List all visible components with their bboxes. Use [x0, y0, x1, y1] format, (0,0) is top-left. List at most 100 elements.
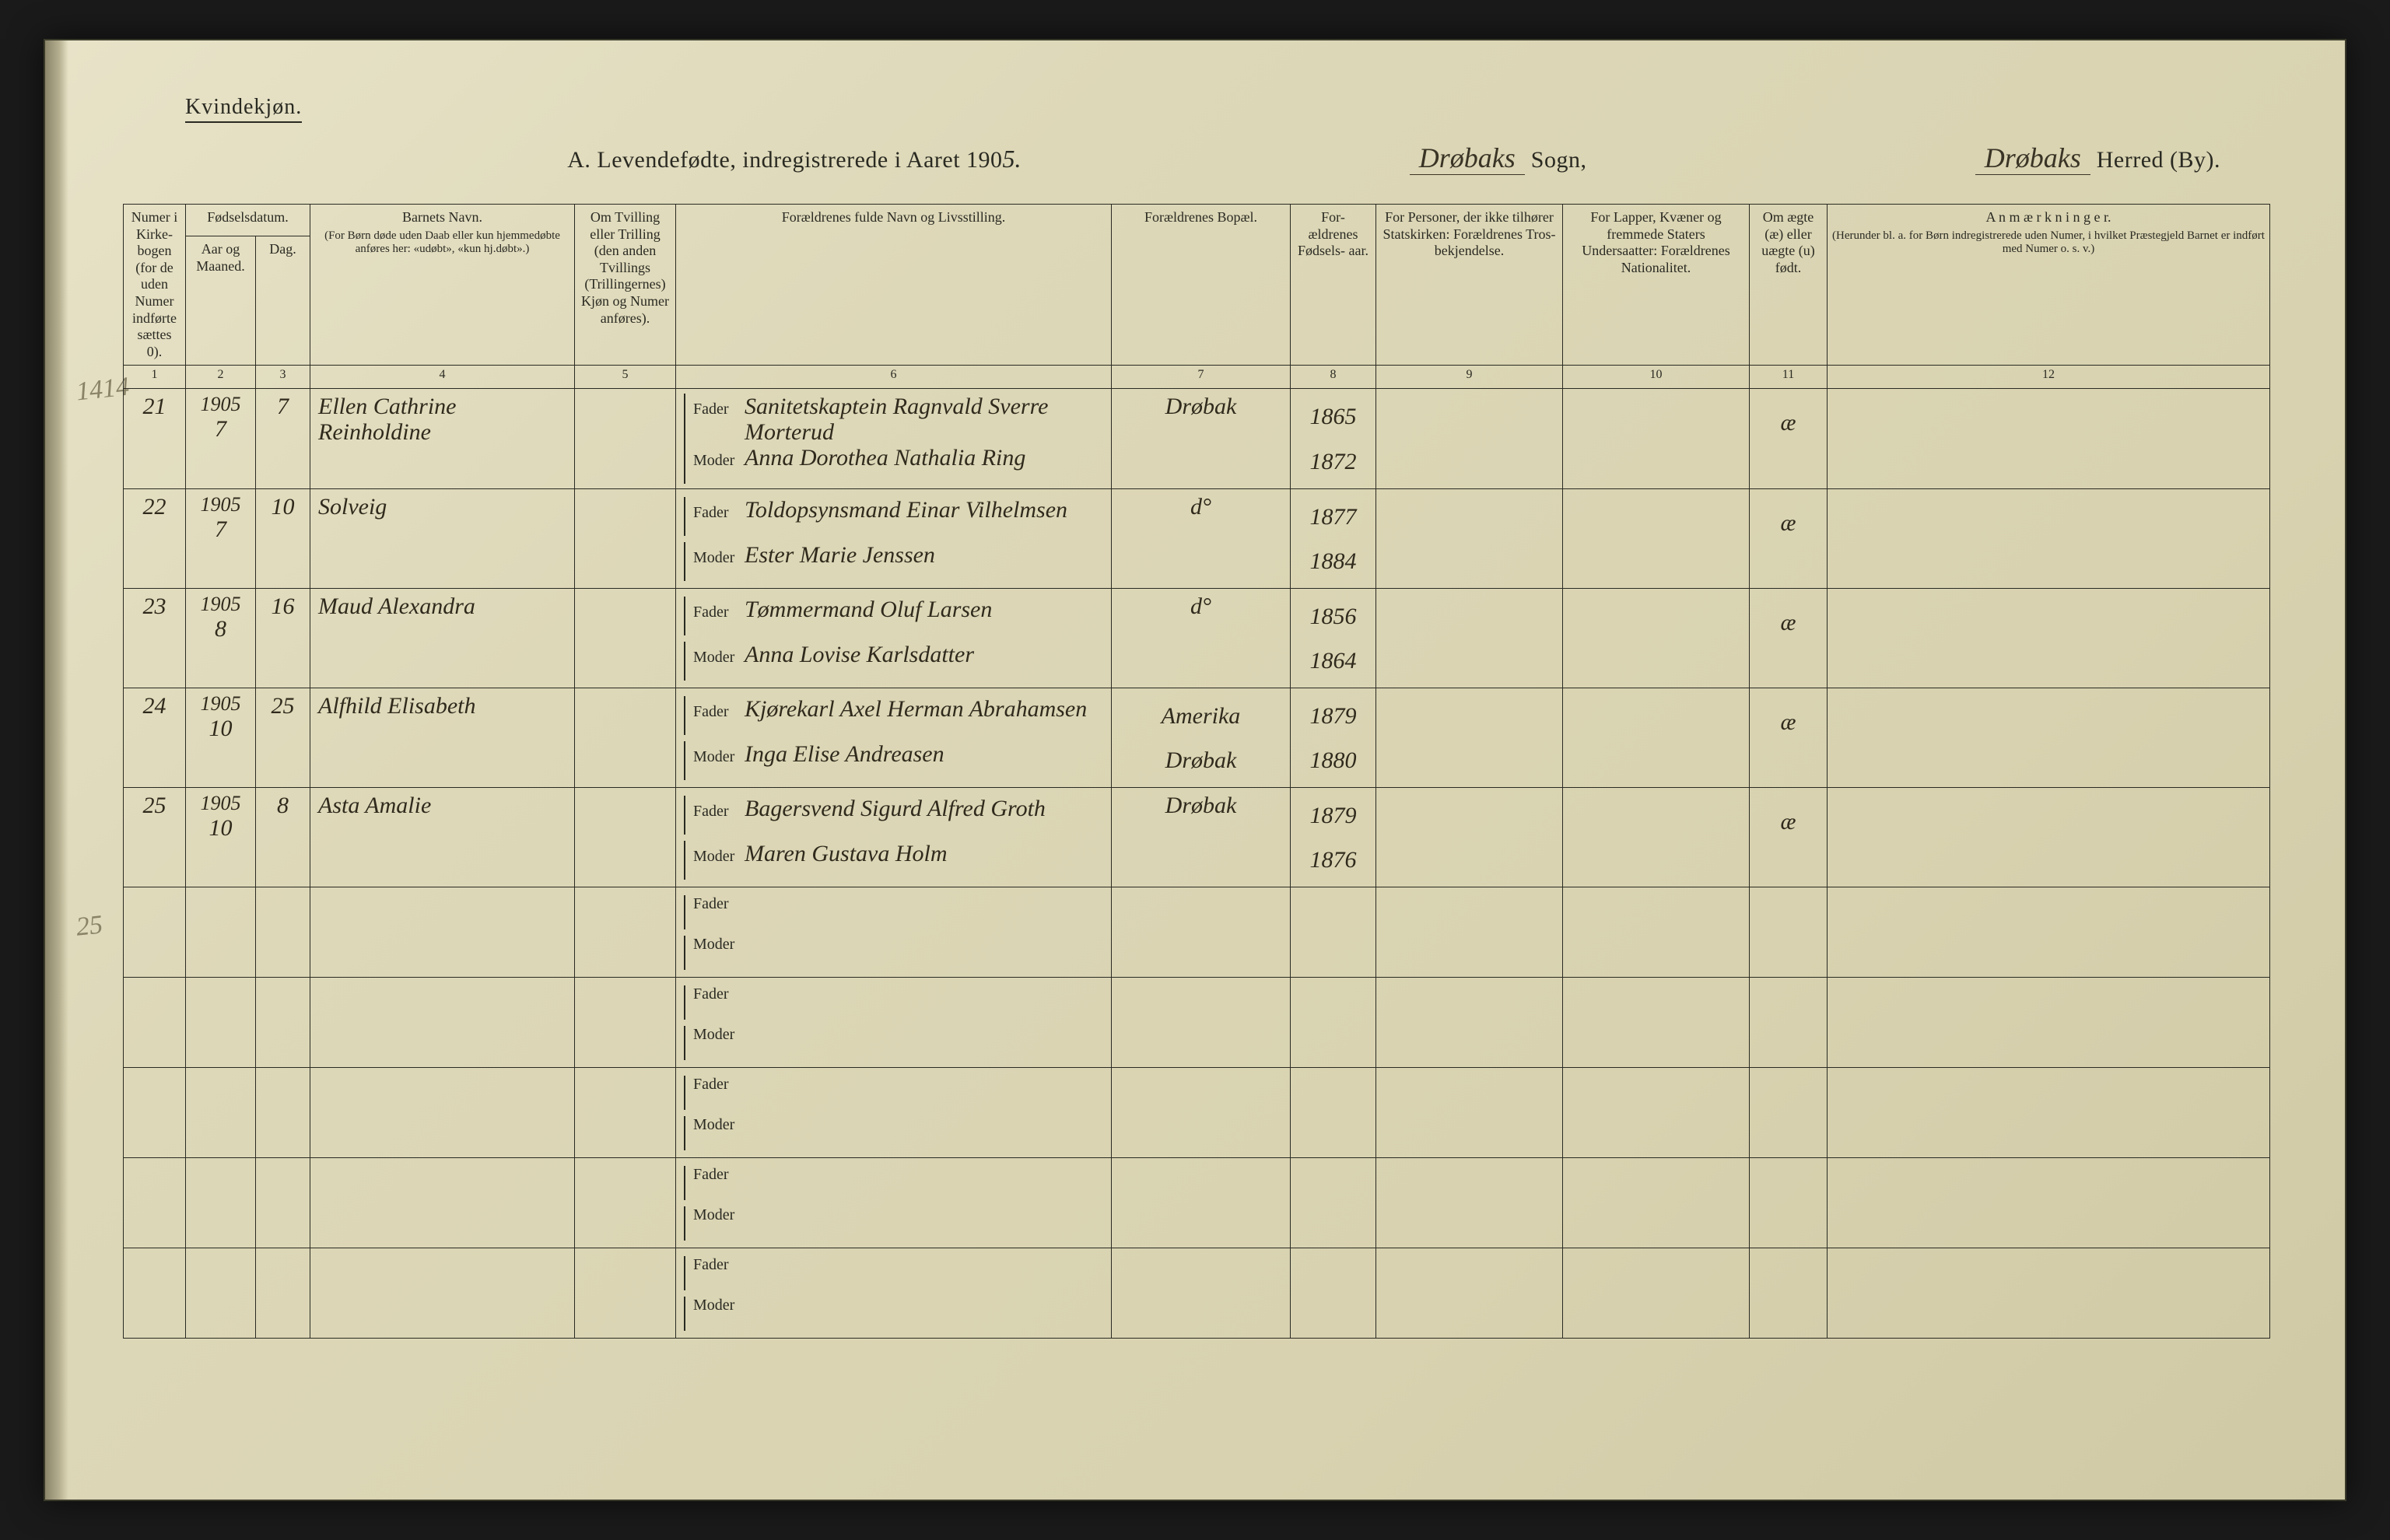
col-header-4-main: Barnets Navn.	[402, 209, 482, 225]
col-header-4: Barnets Navn. (For Børn døde uden Daab e…	[310, 205, 575, 366]
cell-parents: Fader Toldopsynsmand Einar Vilhelmsen Mo…	[676, 489, 1112, 589]
cell-confession	[1376, 1068, 1563, 1158]
col-header-1: Numer i Kirke- bogen (for de uden Numer …	[124, 205, 186, 366]
cell-record-number	[124, 887, 186, 978]
cell-residence: d°	[1112, 489, 1291, 589]
moder-label: Moder	[693, 1206, 734, 1224]
column-number-row: 1 2 3 4 5 6 7 8 9 10 11 12	[124, 366, 2270, 389]
cell-parent-birthyears	[1291, 887, 1376, 978]
fader-label: Fader	[693, 401, 734, 418]
fader-label: Fader	[693, 985, 734, 1003]
cell-residence: d°	[1112, 589, 1291, 688]
cell-remarks	[1828, 688, 2270, 788]
cell-remarks	[1828, 1158, 2270, 1248]
fader-label: Fader	[693, 1076, 734, 1094]
cell-residence	[1112, 1068, 1291, 1158]
table-row: 22 19057 10 Solveig Fader Toldopsynsmand…	[124, 489, 2270, 589]
cell-year-month	[186, 1158, 256, 1248]
cell-record-number: 25	[124, 788, 186, 887]
cell-parents: Fader Moder	[676, 1248, 1112, 1339]
cell-child-name: Solveig	[310, 489, 575, 589]
cell-residence	[1112, 1248, 1291, 1339]
cell-day	[256, 1158, 310, 1248]
colnum-1: 1	[124, 366, 186, 389]
colnum-2: 2	[186, 366, 256, 389]
col-header-5: Om Tvilling eller Trilling (den anden Tv…	[575, 205, 676, 366]
table-body: 21 19057 7 Ellen Cathrine Reinholdine Fa…	[124, 389, 2270, 1339]
cell-twin	[575, 688, 676, 788]
cell-confession	[1376, 887, 1563, 978]
col-header-7: Forældrenes Bopæl.	[1112, 205, 1291, 366]
cell-legitimacy: æ	[1750, 489, 1828, 589]
table-row-empty: Fader Moder	[124, 887, 2270, 978]
cell-twin	[575, 389, 676, 489]
cell-legitimacy	[1750, 978, 1828, 1068]
cell-parent-birthyears: 18791880	[1291, 688, 1376, 788]
cell-parent-birthyears: 18561864	[1291, 589, 1376, 688]
cell-parents: Fader Moder	[676, 1158, 1112, 1248]
sogn-label: Sogn,	[1531, 147, 1587, 173]
cell-nationality	[1563, 788, 1750, 887]
cell-nationality	[1563, 489, 1750, 589]
cell-confession	[1376, 1158, 1563, 1248]
colnum-4: 4	[310, 366, 575, 389]
cell-remarks	[1828, 1248, 2270, 1339]
cell-parent-birthyears	[1291, 1248, 1376, 1339]
fader-label: Fader	[693, 895, 734, 913]
page-title-line: A. Levendefødte, indregistrerede i Aaret…	[185, 142, 2220, 175]
col-header-12-sub: (Herunder bl. a. for Børn indregistrered…	[1832, 229, 2265, 257]
cell-child-name	[310, 1248, 575, 1339]
col-header-11: Om ægte (æ) eller uægte (u) født.	[1750, 205, 1828, 366]
cell-residence	[1112, 887, 1291, 978]
cell-nationality	[1563, 389, 1750, 489]
colnum-9: 9	[1376, 366, 1563, 389]
table-row-empty: Fader Moder	[124, 1068, 2270, 1158]
moder-label: Moder	[693, 1116, 734, 1134]
fader-label: Fader	[693, 1256, 734, 1274]
father-name: Kjørekarl Axel Herman Abrahamsen	[745, 696, 1087, 722]
colnum-7: 7	[1112, 366, 1291, 389]
cell-twin	[575, 1248, 676, 1339]
col-header-date-group: Fødselsdatum.	[186, 205, 310, 236]
gender-label: Kvindekjøn.	[185, 95, 302, 123]
col-header-3: Dag.	[256, 236, 310, 366]
cell-child-name: Asta Amalie	[310, 788, 575, 887]
cell-parents: Fader Moder	[676, 887, 1112, 978]
cell-day: 25	[256, 688, 310, 788]
cell-legitimacy	[1750, 1068, 1828, 1158]
cell-parents: Fader Moder	[676, 978, 1112, 1068]
cell-parents: Fader Bagersvend Sigurd Alfred Groth Mod…	[676, 788, 1112, 887]
cell-parents: Fader Moder	[676, 1068, 1112, 1158]
cell-nationality	[1563, 1158, 1750, 1248]
colnum-11: 11	[1750, 366, 1828, 389]
table-row-empty: Fader Moder	[124, 1248, 2270, 1339]
colnum-3: 3	[256, 366, 310, 389]
cell-twin	[575, 589, 676, 688]
cell-year-month: 19058	[186, 589, 256, 688]
fader-label: Fader	[693, 703, 734, 721]
cell-confession	[1376, 389, 1563, 489]
cell-legitimacy	[1750, 887, 1828, 978]
col-header-10: For Lapper, Kvæner og fremmede Staters U…	[1563, 205, 1750, 366]
mother-name: Anna Dorothea Nathalia Ring	[745, 445, 1025, 471]
cell-child-name: Ellen Cathrine Reinholdine	[310, 389, 575, 489]
title-year-suffix: 5.	[1003, 145, 1022, 173]
cell-confession	[1376, 489, 1563, 589]
cell-parent-birthyears	[1291, 1158, 1376, 1248]
cell-child-name: Alfhild Elisabeth	[310, 688, 575, 788]
table-row: 25 190510 8 Asta Amalie Fader Bagersvend…	[124, 788, 2270, 887]
cell-legitimacy: æ	[1750, 389, 1828, 489]
cell-confession	[1376, 589, 1563, 688]
herred-value: Drøbaks	[1975, 142, 2090, 175]
cell-legitimacy: æ	[1750, 688, 1828, 788]
col-header-9: For Personer, der ikke tilhører Statskir…	[1376, 205, 1563, 366]
cell-remarks	[1828, 978, 2270, 1068]
col-header-8: For- ældrenes Fødsels- aar.	[1291, 205, 1376, 366]
colnum-10: 10	[1563, 366, 1750, 389]
cell-year-month	[186, 1248, 256, 1339]
fader-label: Fader	[693, 803, 734, 821]
colnum-12: 12	[1828, 366, 2270, 389]
father-name: Bagersvend Sigurd Alfred Groth	[745, 796, 1046, 821]
table-row-empty: Fader Moder	[124, 1158, 2270, 1248]
cell-day	[256, 978, 310, 1068]
